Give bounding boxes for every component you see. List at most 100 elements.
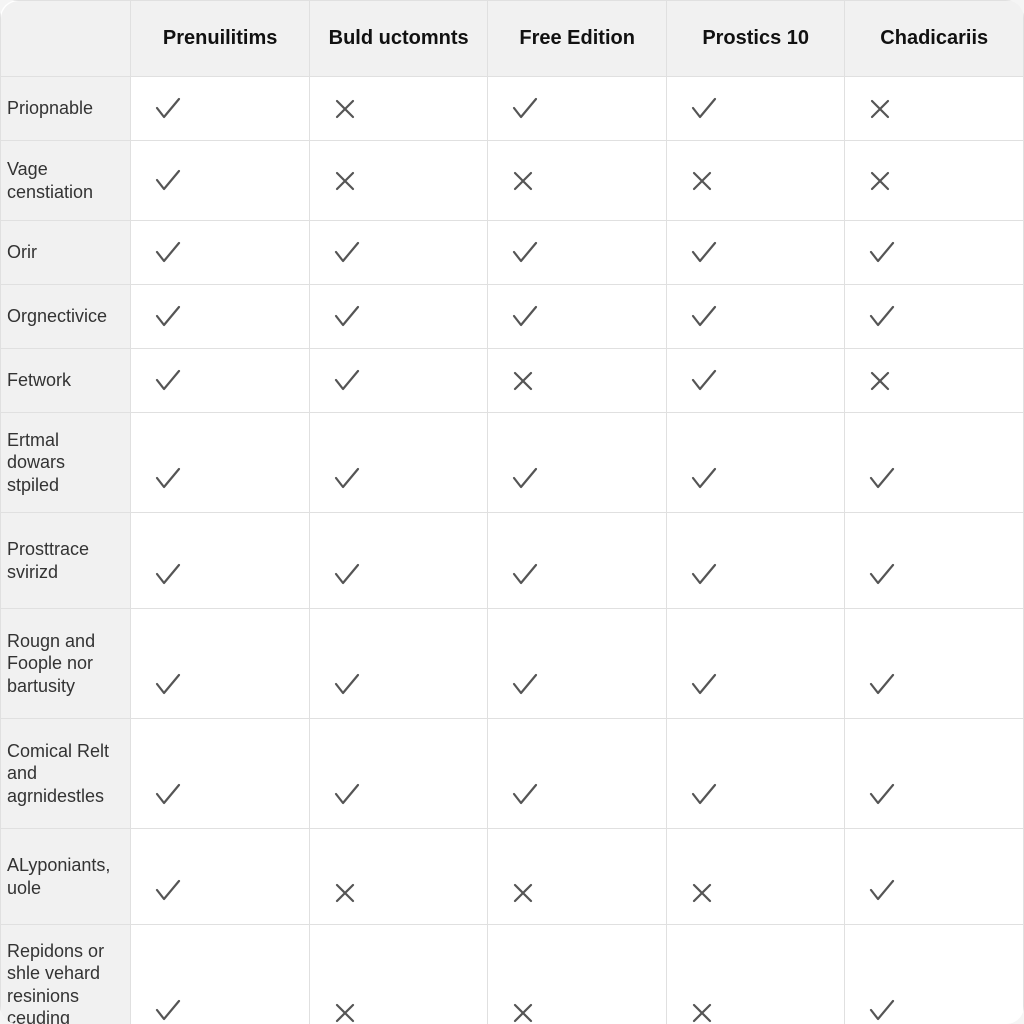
- check-icon: [510, 670, 540, 700]
- comparison-table: Prenuilitims Buld uctomnts Free Edition …: [0, 0, 1024, 1024]
- check-icon: [689, 780, 719, 810]
- check-icon: [153, 238, 183, 268]
- check-icon: [510, 94, 540, 124]
- feature-value: [309, 829, 488, 925]
- cross-icon: [510, 168, 536, 194]
- check-icon: [867, 302, 897, 332]
- feature-label: Rougn and Foople nor bartusity: [1, 609, 131, 719]
- cross-icon: [510, 880, 536, 906]
- feature-value: [131, 349, 310, 413]
- check-icon: [867, 464, 897, 494]
- check-icon: [510, 238, 540, 268]
- feature-value: [488, 349, 667, 413]
- table-row: Repidons or shle vehard resinions ceudin…: [1, 925, 1024, 1024]
- check-icon: [689, 94, 719, 124]
- table-row: ALyponiants, uole: [1, 829, 1024, 925]
- feature-value: [666, 221, 845, 285]
- feature-value: [666, 349, 845, 413]
- check-icon: [153, 94, 183, 124]
- feature-label: Orgnectivice: [1, 285, 131, 349]
- feature-value: [488, 719, 667, 829]
- feature-value: [845, 413, 1024, 513]
- check-icon: [867, 876, 897, 906]
- feature-value: [309, 349, 488, 413]
- feature-value: [131, 609, 310, 719]
- check-icon: [153, 996, 183, 1024]
- check-icon: [153, 670, 183, 700]
- feature-value: [666, 829, 845, 925]
- feature-value: [309, 719, 488, 829]
- cross-icon: [689, 1000, 715, 1024]
- feature-value: [845, 77, 1024, 141]
- feature-value: [488, 609, 667, 719]
- feature-value: [845, 221, 1024, 285]
- feature-value: [666, 413, 845, 513]
- feature-value: [845, 925, 1024, 1024]
- column-header: Prenuilitims: [131, 1, 310, 77]
- feature-value: [309, 413, 488, 513]
- table-row: Vage censtiation: [1, 141, 1024, 221]
- check-icon: [332, 302, 362, 332]
- feature-value: [845, 609, 1024, 719]
- table-row: Orgnectivice: [1, 285, 1024, 349]
- check-icon: [332, 560, 362, 590]
- feature-value: [845, 349, 1024, 413]
- feature-value: [488, 141, 667, 221]
- feature-value: [131, 285, 310, 349]
- check-icon: [510, 464, 540, 494]
- table-row: Ertmal dowars stpiled: [1, 413, 1024, 513]
- cross-icon: [867, 368, 893, 394]
- feature-value: [309, 141, 488, 221]
- feature-value: [666, 609, 845, 719]
- check-icon: [689, 670, 719, 700]
- feature-value: [131, 513, 310, 609]
- column-header: Chadicariis: [845, 1, 1024, 77]
- feature-value: [131, 221, 310, 285]
- check-icon: [332, 464, 362, 494]
- feature-value: [666, 77, 845, 141]
- header-corner: [1, 1, 131, 77]
- feature-value: [666, 141, 845, 221]
- feature-value: [488, 829, 667, 925]
- feature-label: Comical Relt and agrnidestles: [1, 719, 131, 829]
- check-icon: [153, 876, 183, 906]
- feature-value: [845, 141, 1024, 221]
- feature-value: [309, 285, 488, 349]
- check-icon: [332, 238, 362, 268]
- check-icon: [867, 670, 897, 700]
- feature-value: [488, 285, 667, 349]
- check-icon: [689, 238, 719, 268]
- table-header-row: Prenuilitims Buld uctomnts Free Edition …: [1, 1, 1024, 77]
- cross-icon: [867, 168, 893, 194]
- check-icon: [153, 560, 183, 590]
- feature-value: [131, 141, 310, 221]
- feature-value: [488, 413, 667, 513]
- check-icon: [153, 302, 183, 332]
- check-icon: [689, 464, 719, 494]
- feature-value: [309, 925, 488, 1024]
- check-icon: [510, 780, 540, 810]
- feature-value: [309, 221, 488, 285]
- feature-label: Repidons or shle vehard resinions ceudin…: [1, 925, 131, 1024]
- feature-value: [488, 513, 667, 609]
- check-icon: [153, 366, 183, 396]
- feature-value: [666, 925, 845, 1024]
- feature-value: [666, 719, 845, 829]
- feature-value: [666, 285, 845, 349]
- feature-label: Orir: [1, 221, 131, 285]
- feature-value: [488, 925, 667, 1024]
- check-icon: [153, 464, 183, 494]
- feature-value: [488, 77, 667, 141]
- check-icon: [689, 560, 719, 590]
- feature-value: [131, 413, 310, 513]
- check-icon: [689, 302, 719, 332]
- cross-icon: [689, 168, 715, 194]
- check-icon: [867, 560, 897, 590]
- column-header: Free Edition: [488, 1, 667, 77]
- feature-value: [845, 829, 1024, 925]
- table-row: Prosttrace svirizd: [1, 513, 1024, 609]
- table-row: Orir: [1, 221, 1024, 285]
- check-icon: [332, 780, 362, 810]
- check-icon: [867, 238, 897, 268]
- feature-value: [131, 77, 310, 141]
